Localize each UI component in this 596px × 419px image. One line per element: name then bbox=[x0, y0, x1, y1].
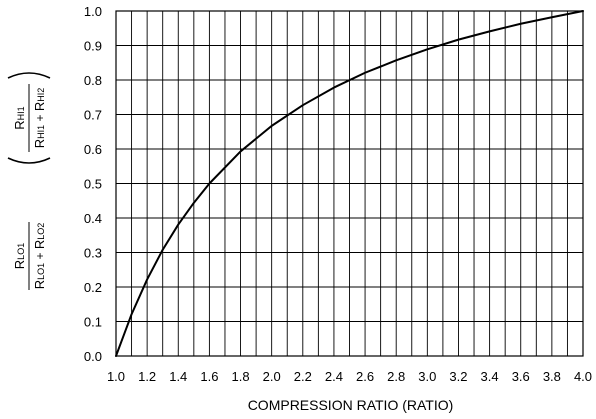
tick-labels: 1.0 1.2 1.4 1.6 1.8 2.0 2.2 2.4 2.6 2.8 3.0 3.2 3.4 3… bbox=[84, 4, 592, 384]
y-axis-label-top-fraction: RHI1 RHI1 + RHI2 bbox=[7, 72, 51, 164]
y-label-denominator: RHI1 + RHI2 bbox=[32, 88, 47, 149]
y-axis-label-bottom-fraction: RLO1 RLO1 + RLO2 bbox=[12, 222, 47, 290]
y-label-numerator: RHI1 bbox=[12, 106, 27, 129]
x-axis-title: COMPRESSION RATIO (RATIO) bbox=[248, 397, 454, 413]
y-tick-label: 0.2 bbox=[84, 280, 102, 295]
x-tick-label: 4.0 bbox=[574, 369, 592, 384]
x-tick-label: 3.4 bbox=[481, 369, 499, 384]
right-parenthesis bbox=[7, 72, 51, 79]
x-tick-label: 1.6 bbox=[200, 369, 218, 384]
y-tick-label: 0.8 bbox=[84, 73, 102, 88]
x-tick-label: 2.8 bbox=[387, 369, 405, 384]
y-tick-label: 0.4 bbox=[84, 211, 102, 226]
plot-border bbox=[115, 10, 584, 357]
x-tick-label: 2.6 bbox=[356, 369, 374, 384]
y-tick-label: 0.6 bbox=[84, 142, 102, 157]
x-tick-label: 3.0 bbox=[418, 369, 436, 384]
y-tick-label: 0.0 bbox=[84, 349, 102, 364]
x-tick-label: 3.6 bbox=[512, 369, 530, 384]
x-tick-label: 1.4 bbox=[169, 369, 187, 384]
y-tick-label: 0.5 bbox=[84, 177, 102, 192]
x-tick-label: 2.2 bbox=[294, 369, 312, 384]
y-tick-label: 1.0 bbox=[84, 4, 102, 19]
x-tick-label: 3.2 bbox=[449, 369, 467, 384]
series-lines bbox=[115, 10, 584, 357]
y-label-denominator: RLO1 + RLO2 bbox=[32, 223, 47, 290]
series-line bbox=[115, 10, 584, 357]
x-tick-label: 1.2 bbox=[138, 369, 156, 384]
x-tick-label: 2.4 bbox=[325, 369, 343, 384]
x-tick-label: 3.8 bbox=[543, 369, 561, 384]
y-tick-label: 0.9 bbox=[84, 39, 102, 54]
y-tick-label: 0.3 bbox=[84, 246, 102, 261]
left-parenthesis bbox=[7, 157, 51, 164]
y-tick-label: 0.1 bbox=[84, 315, 102, 330]
y-label-numerator: RLO1 bbox=[12, 243, 27, 269]
x-tick-label: 2.0 bbox=[263, 369, 281, 384]
plot-frame bbox=[115, 10, 584, 357]
x-tick-label: 1.8 bbox=[231, 369, 249, 384]
grid-lines bbox=[115, 10, 584, 357]
y-tick-label: 0.7 bbox=[84, 108, 102, 123]
x-tick-label: 1.0 bbox=[107, 369, 125, 384]
